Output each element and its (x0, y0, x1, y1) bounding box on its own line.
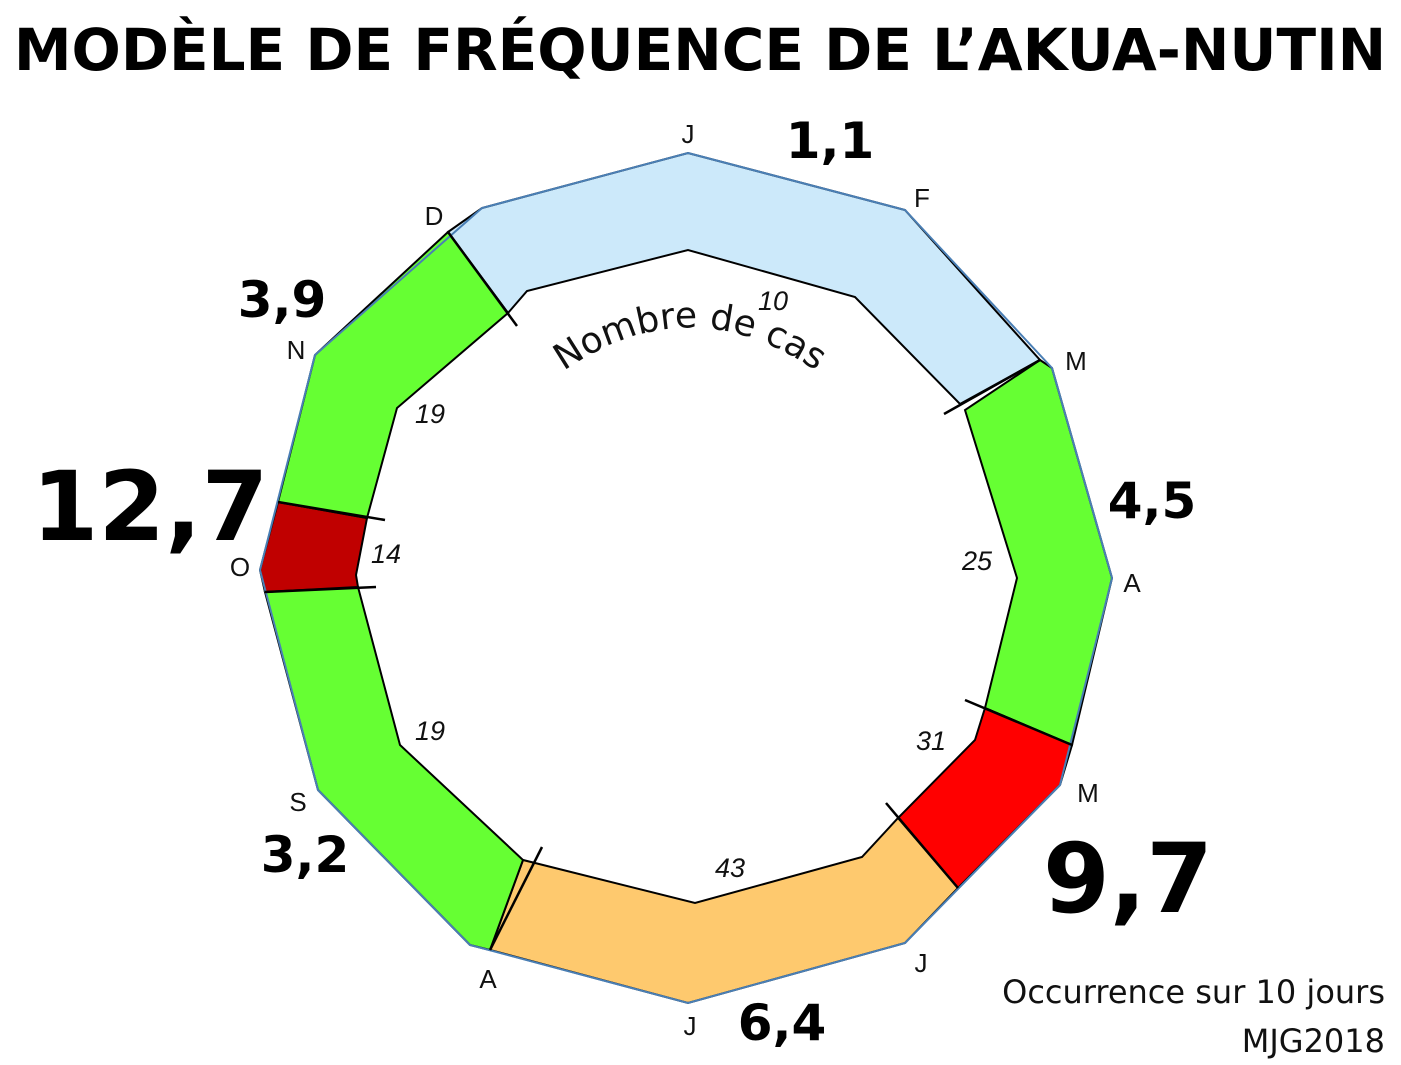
segment-aug-oct (263, 585, 525, 952)
occurrence-jan-mar: 1,1 (786, 112, 875, 170)
month-label-oct: O (230, 552, 250, 582)
month-labels: J F M A M J J A S O N D (230, 119, 1141, 1041)
case-counts: 10 25 31 43 19 14 19 (371, 286, 993, 883)
month-label-mar: M (1065, 346, 1087, 376)
occurrence-aug-oct: 3,2 (261, 826, 350, 884)
cases-oct: 14 (371, 539, 401, 569)
cases-may-jun: 31 (916, 726, 946, 756)
month-label-jun: J (915, 948, 928, 978)
segment-jan-mar (446, 151, 1042, 406)
outer-outline (258, 151, 1114, 1005)
occurrence-values: 1,1 4,5 9,7 6,4 3,2 12,7 3,9 (32, 112, 1213, 1052)
month-label-jul: J (684, 1011, 697, 1041)
month-label-dec: D (425, 201, 444, 231)
occurrence-may-jun: 9,7 (1043, 823, 1213, 935)
month-label-nov: N (287, 335, 306, 365)
cases-jun-aug: 43 (715, 853, 745, 883)
diagram-title: MODÈLE DE FRÉQUENCE DE L’AKUA-NUTIN (14, 15, 1386, 84)
segment-jun-aug (488, 816, 960, 1005)
cases-aug-oct: 19 (415, 716, 445, 746)
occurrence-mar-may: 4,5 (1108, 472, 1197, 530)
month-label-may: M (1077, 778, 1099, 808)
cases-oct-dec: 19 (415, 399, 445, 429)
footer-caption: Occurrence sur 10 jours (1002, 973, 1385, 1011)
occurrence-oct: 12,7 (32, 451, 269, 563)
month-label-sep: S (289, 787, 306, 817)
month-label-feb: F (914, 183, 930, 213)
month-label-aug: A (479, 964, 497, 994)
segment-boundaries (264, 231, 1073, 951)
occurrence-jun-aug: 6,4 (738, 994, 827, 1052)
cases-mar-may: 25 (961, 546, 993, 576)
footer-credit: MJG2018 (1242, 1022, 1385, 1060)
center-label: Nombre de cas (546, 295, 833, 378)
cases-jan-mar: 10 (758, 286, 788, 316)
month-label-apr: A (1123, 568, 1141, 598)
occurrence-oct-dec: 3,9 (238, 271, 327, 329)
month-label-jan: J (682, 119, 695, 149)
